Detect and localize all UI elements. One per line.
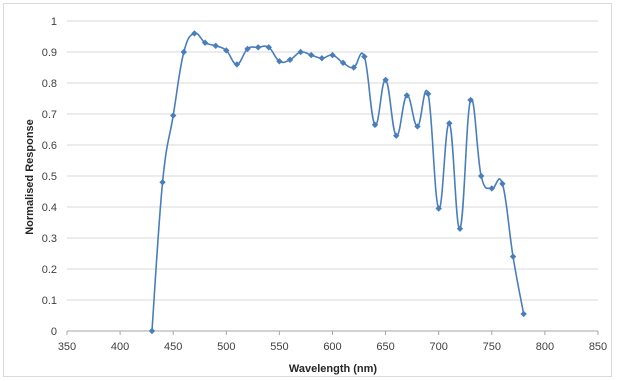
x-tick-label: 600 xyxy=(323,341,341,353)
y-tick-label: 0 xyxy=(51,326,57,338)
data-point xyxy=(467,96,474,104)
data-point xyxy=(276,58,283,65)
axis-layer xyxy=(66,330,599,335)
x-tick-label: 800 xyxy=(536,341,554,353)
x-tick-label: 550 xyxy=(270,341,288,353)
data-point xyxy=(223,47,230,54)
y-tick-label: 1 xyxy=(51,16,57,28)
y-tick-label: 0.8 xyxy=(42,78,57,90)
data-point xyxy=(180,48,188,56)
data-point xyxy=(393,132,400,139)
tick-layer: 0 0.1 0.2 0.3 0.4 0.5 0.6 0.7 0.8 0.9 1 350 400 450 50… xyxy=(42,16,607,353)
data-point xyxy=(318,55,326,62)
y-tick-label: 0.5 xyxy=(42,171,57,183)
data-point xyxy=(361,53,368,60)
x-tick-label: 650 xyxy=(376,341,394,353)
data-point xyxy=(159,179,166,186)
x-axis-title: Wavelength (nm) xyxy=(289,363,378,375)
x-tick-label: 850 xyxy=(589,341,607,353)
data-point xyxy=(488,185,495,192)
data-point xyxy=(244,45,251,53)
data-point xyxy=(371,121,379,129)
data-point xyxy=(233,61,241,68)
y-tick-label: 0.2 xyxy=(42,264,57,276)
data-point xyxy=(456,225,464,232)
data-point xyxy=(403,92,411,99)
x-tick-label: 400 xyxy=(111,341,129,353)
y-tick-label: 0.4 xyxy=(42,202,57,214)
y-tick-label: 0.6 xyxy=(42,140,57,152)
x-tick-label: 450 xyxy=(164,341,182,353)
x-tick-label: 500 xyxy=(217,341,235,353)
data-point xyxy=(339,59,347,67)
grid-layer xyxy=(67,20,598,301)
data-point xyxy=(286,56,294,63)
y-tick-label: 0.1 xyxy=(42,295,57,307)
x-tick-label: 350 xyxy=(58,341,76,353)
x-tick-label: 750 xyxy=(483,341,501,353)
data-point xyxy=(201,39,209,46)
data-point xyxy=(435,205,442,212)
data-point xyxy=(308,51,315,59)
data-point xyxy=(297,48,304,56)
data-point xyxy=(350,64,357,71)
data-point xyxy=(414,123,421,130)
data-point xyxy=(520,310,527,318)
y-tick-label: 0.3 xyxy=(42,233,57,245)
data-point xyxy=(191,30,198,37)
data-point xyxy=(509,253,517,260)
series-layer xyxy=(148,30,527,335)
data-point xyxy=(329,51,336,59)
y-tick-label: 0.7 xyxy=(42,109,57,121)
data-point xyxy=(148,327,156,335)
x-tick-label: 700 xyxy=(430,341,448,353)
data-point xyxy=(382,76,389,84)
y-axis-title: Normalised Response xyxy=(24,119,36,235)
data-point xyxy=(265,44,272,51)
data-point xyxy=(170,112,177,119)
chart-frame xyxy=(3,3,612,377)
data-point xyxy=(212,42,219,49)
data-point xyxy=(424,90,432,98)
series-line xyxy=(151,32,525,332)
data-point xyxy=(477,172,485,180)
data-point xyxy=(446,120,453,127)
y-tick-label: 0.9 xyxy=(42,47,57,59)
data-point xyxy=(254,44,262,51)
data-point xyxy=(499,180,506,187)
